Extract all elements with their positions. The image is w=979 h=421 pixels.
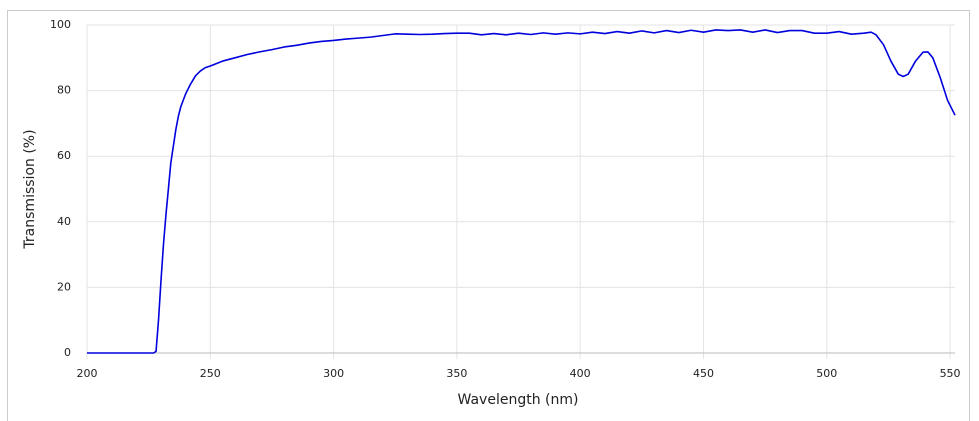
y-tick-label: 40 bbox=[57, 215, 71, 228]
y-tick-label: 100 bbox=[50, 18, 71, 31]
x-tick-label: 550 bbox=[940, 367, 961, 380]
x-tick-label: 400 bbox=[570, 367, 591, 380]
x-tick-label: 350 bbox=[446, 367, 467, 380]
y-tick-label: 0 bbox=[64, 346, 71, 359]
data-line bbox=[87, 29, 956, 354]
x-axis-title: Wavelength (nm) bbox=[458, 392, 579, 408]
y-tick-label: 60 bbox=[57, 149, 71, 162]
y-axis-title: Transmission (%) bbox=[22, 129, 38, 249]
frame bbox=[7, 10, 970, 421]
x-tick-label: 250 bbox=[200, 367, 221, 380]
x-tick-label: 500 bbox=[816, 367, 837, 380]
x-tick-label: 200 bbox=[77, 367, 98, 380]
x-tick-label: 450 bbox=[693, 367, 714, 380]
y-tick-label: 80 bbox=[57, 84, 71, 97]
y-tick-label: 20 bbox=[57, 280, 71, 293]
x-tick-label: 300 bbox=[323, 367, 344, 380]
